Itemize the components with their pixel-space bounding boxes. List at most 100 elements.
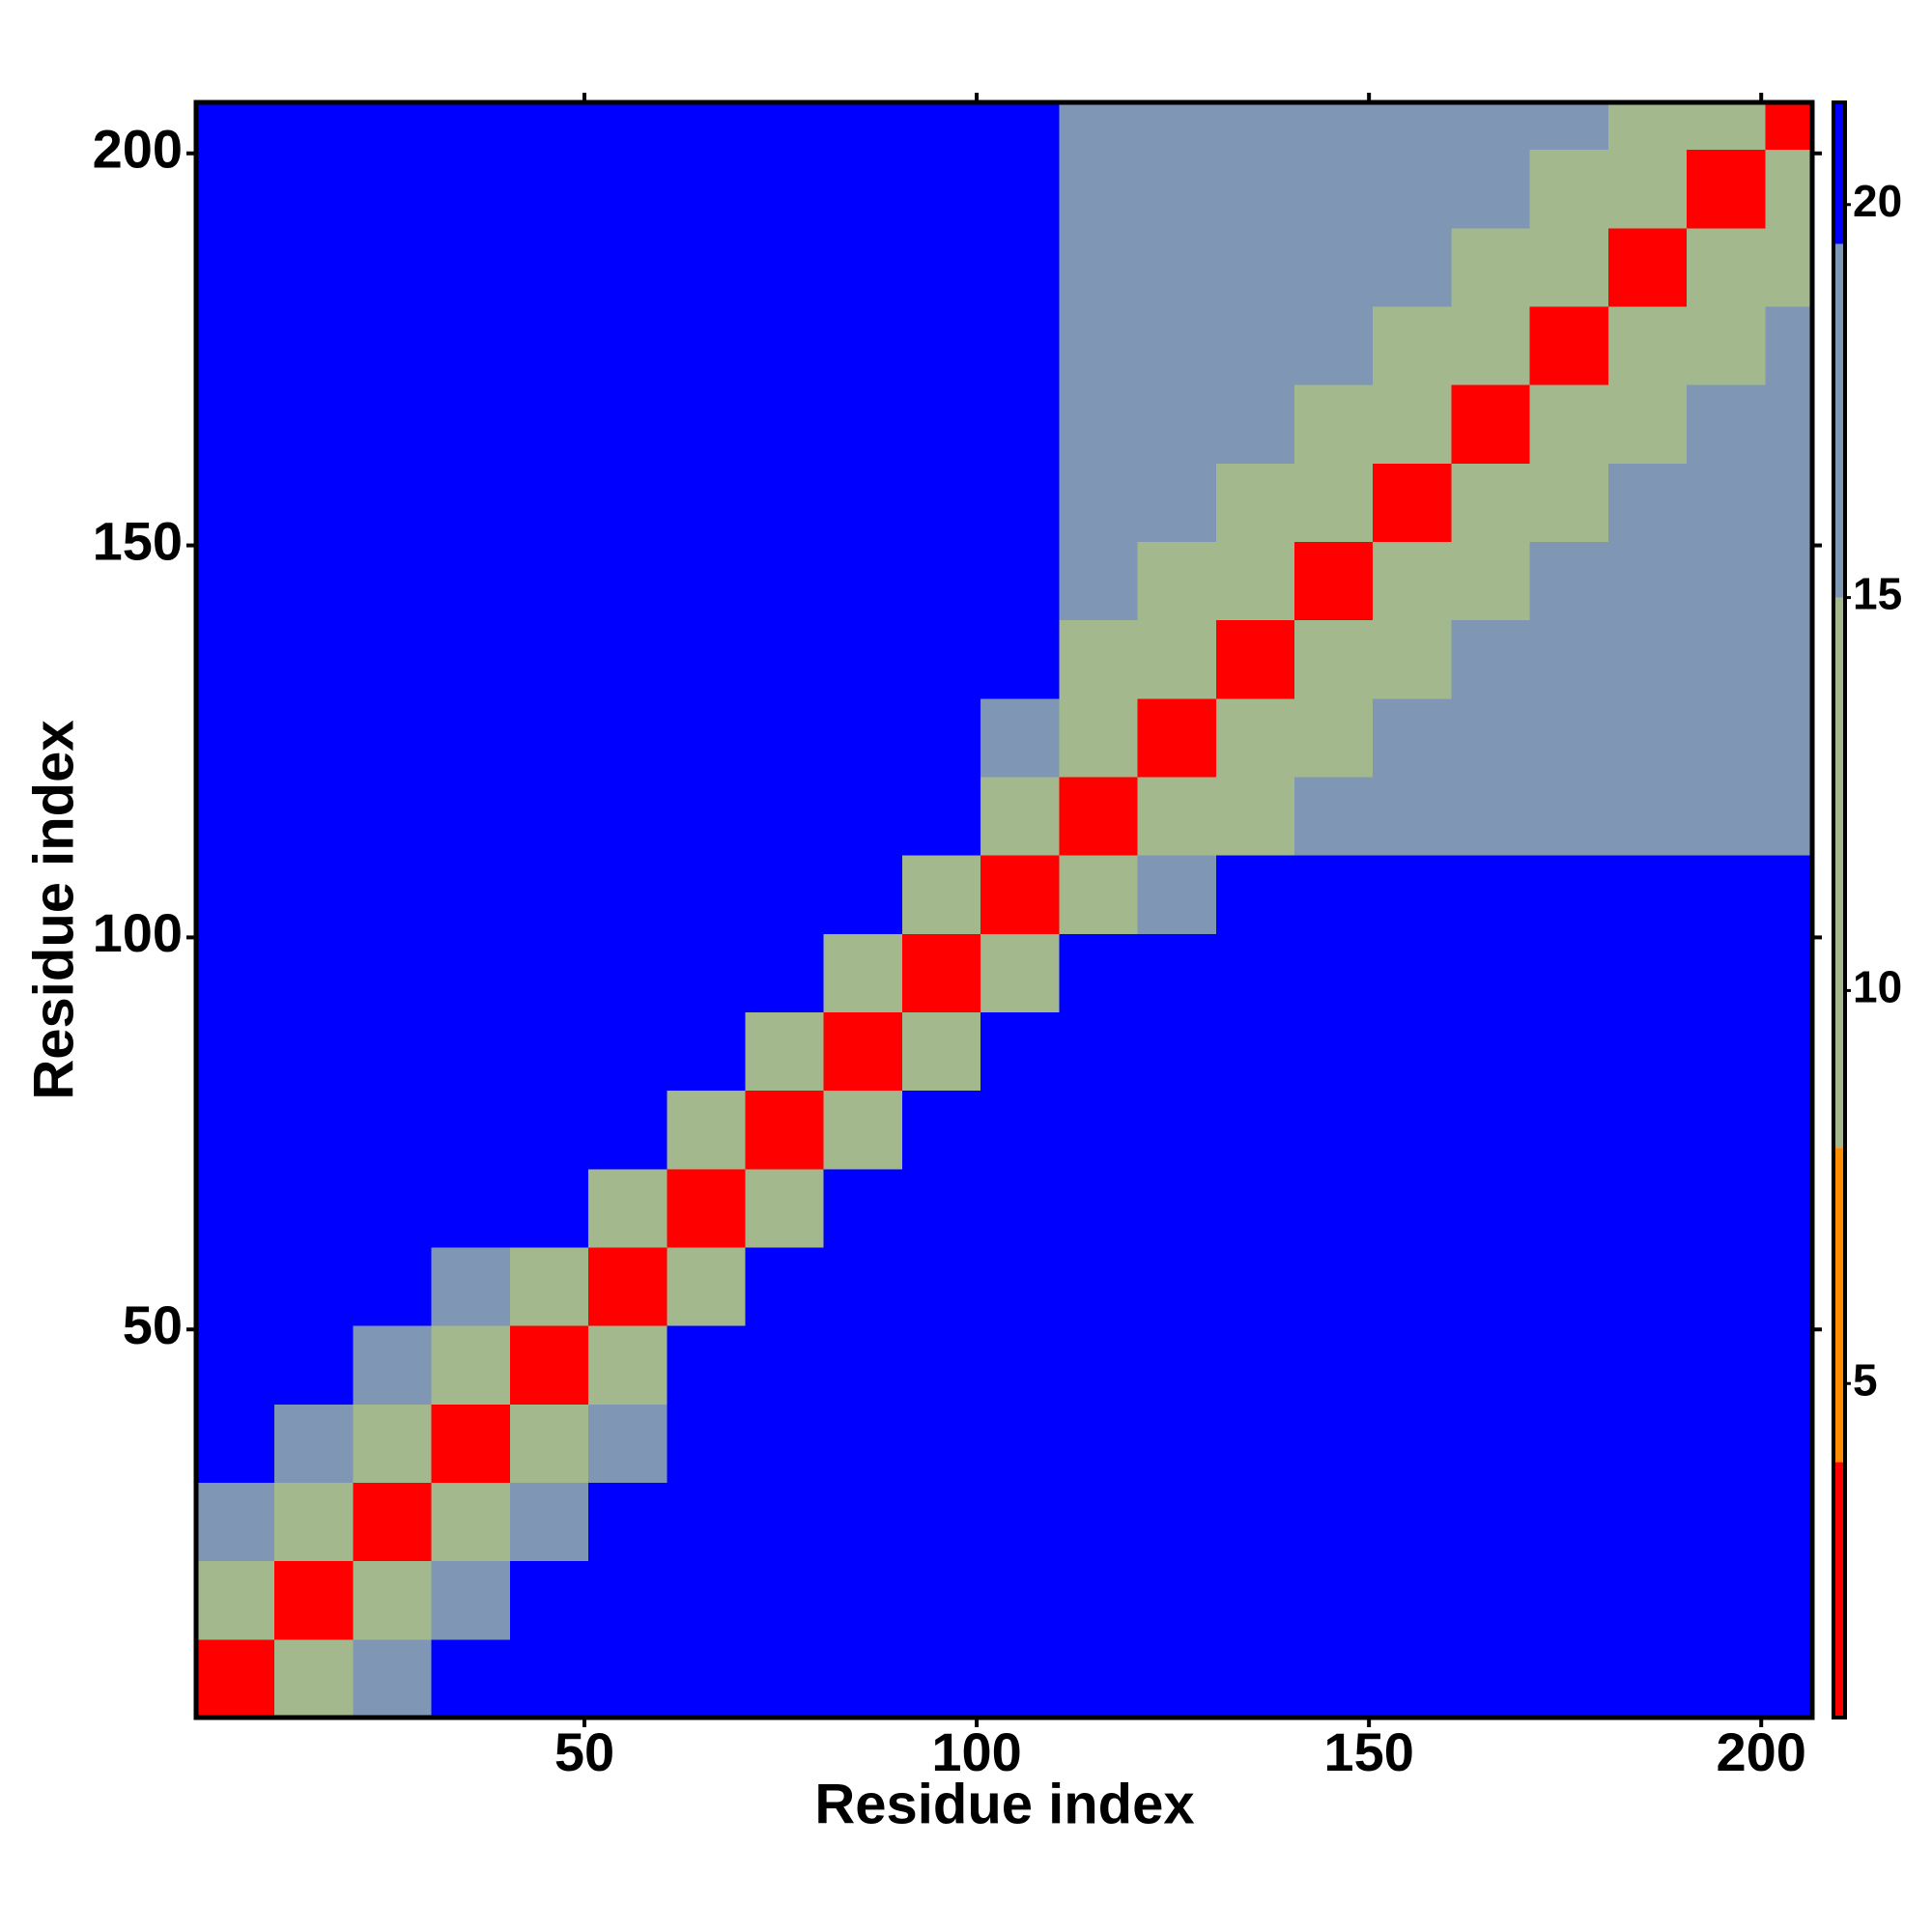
- heatmap-cell: [1137, 463, 1217, 543]
- heatmap-cell: [823, 697, 903, 778]
- heatmap-cell: [980, 1247, 1060, 1326]
- heatmap-cell: [509, 619, 589, 699]
- heatmap-cell: [1137, 1168, 1217, 1248]
- heatmap-cell: [1765, 227, 1813, 307]
- heatmap-cell: [667, 697, 746, 778]
- heatmap-cell: [1765, 1404, 1813, 1484]
- heatmap-cell: [980, 855, 1060, 934]
- heatmap-cell: [1451, 619, 1531, 699]
- heatmap-cell: [1137, 855, 1217, 934]
- heatmap-cell: [1687, 149, 1766, 229]
- heatmap-cell: [823, 855, 903, 934]
- heatmap-cell: [1059, 1011, 1139, 1092]
- heatmap-cell: [1373, 102, 1452, 151]
- colorbar-band: [1833, 1462, 1845, 1718]
- heatmap-cell: [1607, 1638, 1688, 1719]
- heatmap-cell: [1451, 1168, 1531, 1248]
- heatmap-cell: [274, 102, 354, 151]
- heatmap-cell: [823, 463, 903, 543]
- heatmap-cell: [196, 463, 275, 543]
- plot-frame: [193, 99, 1815, 1720]
- heatmap-cell: [823, 1011, 903, 1092]
- heatmap-cell: [431, 102, 511, 151]
- heatmap-cell: [588, 306, 668, 385]
- heatmap-cell: [1687, 541, 1766, 621]
- heatmap-cell: [196, 227, 275, 307]
- x-tick-label: 50: [554, 1721, 614, 1782]
- heatmap-cell: [274, 149, 354, 229]
- heatmap-cell: [1215, 384, 1295, 464]
- heatmap-cell: [980, 1638, 1060, 1719]
- heatmap-cell: [1137, 1560, 1217, 1640]
- heatmap-cell: [667, 227, 746, 307]
- heatmap-cell: [1137, 541, 1217, 621]
- colorbar-band: [1833, 597, 1845, 1149]
- heatmap-cell: [431, 1090, 511, 1170]
- heatmap-cell: [823, 1247, 903, 1326]
- heatmap-cell: [509, 463, 589, 543]
- heatmap-cell: [667, 1011, 746, 1092]
- heatmap-cell: [1215, 1090, 1295, 1170]
- heatmap-cell: [1451, 463, 1531, 543]
- heatmap-cell: [745, 1404, 825, 1484]
- heatmap-cell: [1451, 306, 1531, 385]
- heatmap-cell: [509, 697, 589, 778]
- heatmap-cell: [1293, 384, 1374, 464]
- heatmap-cell: [1293, 1247, 1374, 1326]
- heatmap-cell: [274, 1325, 354, 1405]
- heatmap-cell: [1293, 1560, 1374, 1640]
- heatmap-cell: [745, 463, 825, 543]
- heatmap-cell: [1765, 855, 1813, 934]
- heatmap-cell: [431, 1325, 511, 1405]
- heatmap-cell: [1451, 149, 1531, 229]
- heatmap-cell: [1293, 777, 1374, 856]
- heatmap-cell: [1687, 1090, 1766, 1170]
- heatmap-cell: [431, 933, 511, 1013]
- heatmap-cell: [509, 306, 589, 385]
- heatmap-cell: [588, 1011, 668, 1092]
- heatmap-cell: [823, 149, 903, 229]
- heatmap-cell: [667, 1325, 746, 1405]
- heatmap-cell: [1529, 777, 1609, 856]
- heatmap-cell: [1293, 1482, 1374, 1562]
- heatmap-cell: [1373, 933, 1452, 1013]
- heatmap-cell: [1765, 102, 1813, 151]
- heatmap-cell: [1293, 306, 1374, 385]
- heatmap-cell: [901, 619, 981, 699]
- heatmap-cell: [745, 777, 825, 856]
- y-axis-title: Residue index: [22, 720, 85, 1099]
- heatmap-cell: [196, 1247, 275, 1326]
- heatmap-cell: [353, 697, 433, 778]
- heatmap-cell: [823, 306, 903, 385]
- heatmap-cell: [980, 227, 1060, 307]
- heatmap-cell: [509, 1638, 589, 1719]
- heatmap-cell: [1451, 697, 1531, 778]
- heatmap-cell: [1215, 619, 1295, 699]
- heatmap-cell: [901, 1168, 981, 1248]
- heatmap-cell: [1451, 1560, 1531, 1640]
- x-tick-label: 150: [1323, 1721, 1413, 1782]
- heatmap-cell: [1765, 384, 1813, 464]
- heatmap-cell: [1137, 697, 1217, 778]
- heatmap-cell: [353, 1560, 433, 1640]
- heatmap-cell: [823, 777, 903, 856]
- colorbar-frame: [1832, 100, 1847, 1719]
- heatmap-cell: [1059, 541, 1139, 621]
- heatmap-cell: [901, 384, 981, 464]
- heatmap-cell: [274, 541, 354, 621]
- heatmap-cell: [588, 933, 668, 1013]
- y-tick-label: 100: [93, 902, 183, 963]
- heatmap-cell: [745, 1638, 825, 1719]
- y-tick-label: 50: [123, 1294, 183, 1355]
- heatmap-cell: [667, 463, 746, 543]
- heatmap-cell: [1765, 1168, 1813, 1248]
- heatmap-cell: [509, 1404, 589, 1484]
- heatmap-cell: [1215, 933, 1295, 1013]
- heatmap-cell: [1059, 102, 1139, 151]
- heatmap-cell: [667, 1404, 746, 1484]
- heatmap-cell: [1293, 1325, 1374, 1405]
- heatmap-cell: [196, 1325, 275, 1405]
- heatmap-cell: [353, 227, 433, 307]
- heatmap-cell: [823, 1404, 903, 1484]
- heatmap-cell: [1293, 227, 1374, 307]
